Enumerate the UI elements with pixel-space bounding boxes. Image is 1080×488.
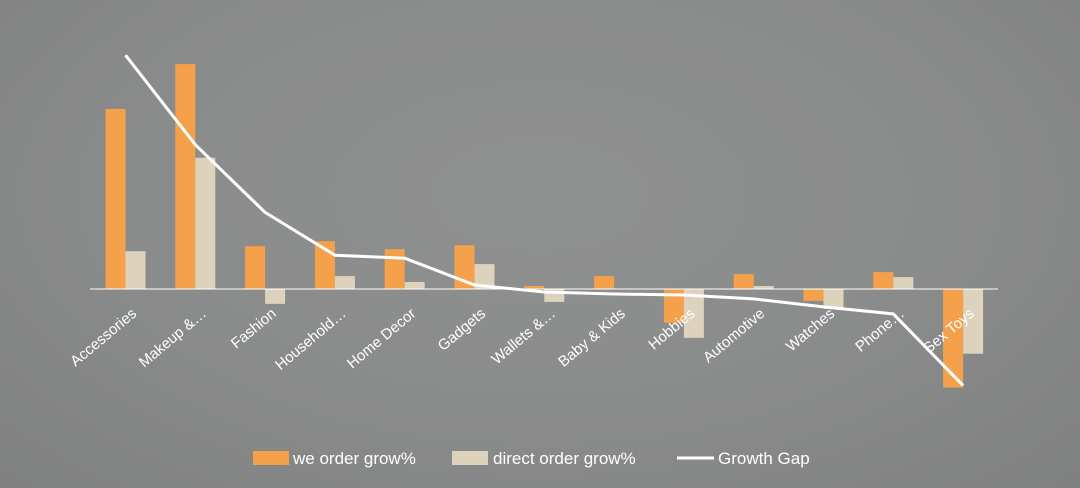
bar-we-order-grow-phone [873,272,894,289]
bar-direct-order-grow-sex-toys [963,289,984,354]
x-tick-label-automotive: Automotive [700,305,768,366]
bar-we-order-grow-automotive [733,274,754,289]
legend-label-we-order: we order grow% [292,449,416,468]
bars [105,64,984,388]
bar-we-order-grow-baby-kids [594,276,615,289]
x-tick-label-gadgets: Gadgets [435,305,489,354]
bar-we-order-grow-fashion [245,246,266,289]
bar-direct-order-grow-watches [823,289,844,309]
bar-we-order-grow-sex-toys [943,289,964,388]
x-tick-label-baby-kids: Baby & Kids [555,305,629,371]
bar-direct-order-grow-hobbies [683,289,704,338]
x-tick-label-accessories: Accessories [67,305,140,370]
legend-label-growth-gap: Growth Gap [718,449,810,468]
x-tick-label-watches: Watches [783,305,838,355]
bar-direct-order-grow-gadgets [474,264,495,289]
x-tick-label-makeup: Makeup &… [136,305,210,371]
bar-we-order-grow-watches [803,289,824,301]
bar-direct-order-grow-phone [893,277,914,289]
legend-swatch-we-order [253,451,289,465]
x-tick-label-wallets: Wallets &… [488,305,559,368]
legend-item-we-order: we order grow% [253,449,416,468]
bar-direct-order-grow-automotive [753,286,774,289]
x-tick-label-household: Household… [272,305,349,374]
growth-gap-line [124,54,965,387]
growth-gap-line-layer [124,54,965,387]
legend: we order grow% direct order grow% Growth… [253,449,810,468]
bar-we-order-grow-makeup [175,64,196,289]
x-tick-label-fashion: Fashion [228,305,280,352]
legend-label-direct-order: direct order grow% [493,449,636,468]
bar-direct-order-grow-makeup [195,157,216,289]
bar-direct-order-grow-fashion [265,289,286,304]
bar-direct-order-grow-household [334,276,355,289]
x-tick-label-home-decor: Home Decor [344,305,419,372]
bar-we-order-grow-hobbies [663,289,684,323]
bar-direct-order-grow-home-decor [404,282,425,289]
bar-we-order-grow-accessories [105,108,126,290]
bar-we-order-grow-home-decor [384,249,405,289]
legend-item-growth-gap: Growth Gap [677,449,810,468]
legend-item-direct-order: direct order grow% [452,449,636,468]
legend-swatch-direct-order [452,451,488,465]
bar-direct-order-grow-accessories [125,251,146,289]
bar-we-order-grow-wallets [524,286,545,289]
